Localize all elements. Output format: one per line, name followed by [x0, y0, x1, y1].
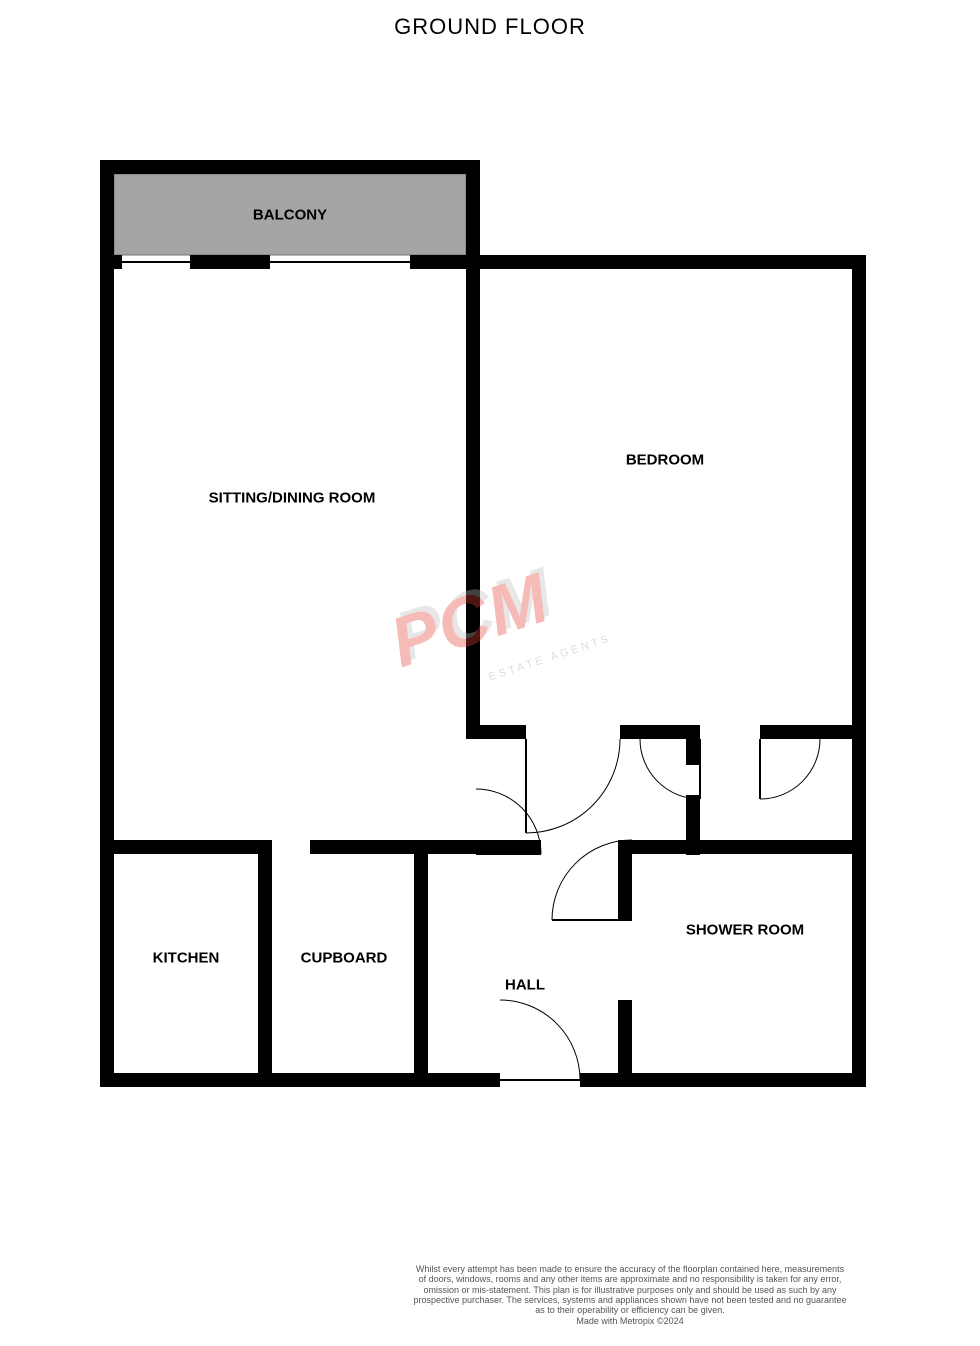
- disclaimer-footer: Whilst every attempt has been made to en…: [310, 1264, 950, 1326]
- room-label: KITCHEN: [153, 950, 220, 967]
- room-label: SITTING/DINING ROOM: [209, 490, 376, 507]
- footer-line: omission or mis-statement. This plan is …: [310, 1285, 950, 1295]
- room-label: BALCONY: [253, 207, 327, 224]
- room-label: SHOWER ROOM: [686, 922, 804, 939]
- room-label: HALL: [505, 977, 545, 994]
- footer-line: Made with Metropix ©2024: [310, 1316, 950, 1326]
- footer-line: as to their operability or efficiency ca…: [310, 1305, 950, 1315]
- footer-line: prospective purchaser. The services, sys…: [310, 1295, 950, 1305]
- floorplan-svg: [0, 0, 980, 1346]
- room-label: BEDROOM: [626, 452, 704, 469]
- footer-line: Whilst every attempt has been made to en…: [310, 1264, 950, 1274]
- plan-title: GROUND FLOOR: [0, 14, 980, 40]
- floorplan-canvas: GROUND FLOOR PCM ESTATE AGENTS Whilst ev…: [0, 0, 980, 1346]
- room-label: CUPBOARD: [301, 950, 388, 967]
- footer-line: of doors, windows, rooms and any other i…: [310, 1274, 950, 1284]
